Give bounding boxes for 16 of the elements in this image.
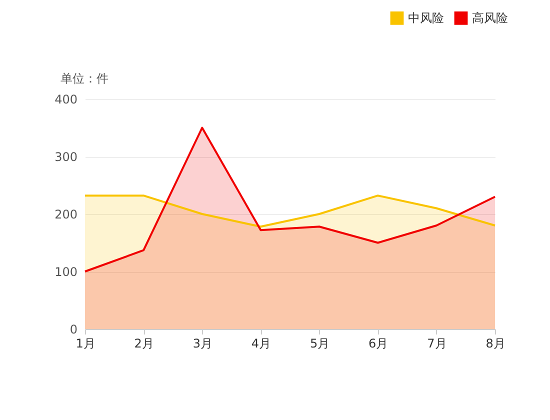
x-tick-label: 5月 <box>310 336 330 350</box>
legend-label: 中风险 <box>408 11 444 26</box>
x-tick-label: 6月 <box>368 336 388 350</box>
y-tick-label: 300 <box>54 150 78 164</box>
x-tick-label: 1月 <box>76 336 96 350</box>
y-axis-title: 单位：件 <box>60 72 108 86</box>
x-tick-label: 7月 <box>427 336 447 350</box>
y-tick-label: 100 <box>54 265 78 279</box>
y-tick-label: 0 <box>70 322 78 336</box>
y-tick-label: 400 <box>54 92 78 106</box>
x-tick-label: 3月 <box>192 336 212 350</box>
x-tick-label: 4月 <box>251 336 272 350</box>
y-tick-label: 200 <box>54 208 78 222</box>
legend-label: 高风险 <box>472 11 508 26</box>
x-tick-label: 8月 <box>486 336 506 350</box>
x-tick-label: 2月 <box>134 336 154 350</box>
